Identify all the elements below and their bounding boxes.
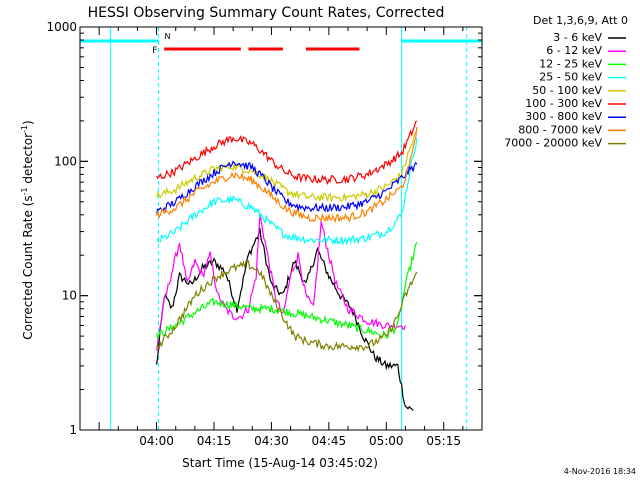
y-tick-label: 10 <box>62 289 77 303</box>
series-line <box>156 126 418 224</box>
timestamp: 4-Nov-2016 18:34 <box>564 467 636 476</box>
flare-bars: F <box>152 46 360 56</box>
series-line <box>156 259 418 353</box>
y-axis: 1 10 100 1000 <box>46 20 482 437</box>
night-intervals: N <box>80 27 482 430</box>
chart-title: HESSI Observing Summary Count Rates, Cor… <box>88 5 445 21</box>
series-lines <box>156 120 418 411</box>
legend-entry-label: 12 - 25 keV <box>539 57 602 70</box>
series-line <box>156 137 418 246</box>
y-tick-label: 1 <box>69 423 77 437</box>
series-line <box>156 160 418 214</box>
x-tick-label: 04:30 <box>254 434 289 448</box>
legend-entry-label: 25 - 50 keV <box>539 71 602 84</box>
legend-entry-label: 7000 - 20000 keV <box>504 137 602 150</box>
x-tick-label: 05:15 <box>426 434 461 448</box>
legend-entry-label: 3 - 6 keV <box>553 31 602 44</box>
series-line <box>156 120 418 185</box>
series-line <box>156 130 418 203</box>
x-tick-label: 04:15 <box>197 434 232 448</box>
x-tick-label: 04:45 <box>312 434 347 448</box>
plot-frame <box>79 26 483 431</box>
legend-title: Det 1,3,6,9, Att 0 <box>533 14 628 27</box>
x-axis-label: Start Time (15-Aug-14 03:45:02) <box>182 456 378 470</box>
x-tick-label: 05:00 <box>369 434 404 448</box>
y-tick-label: 1000 <box>46 20 77 34</box>
legend-entry-label: 100 - 300 keV <box>525 97 602 110</box>
x-tick-label: 04:00 <box>139 434 174 448</box>
y-tick-label: 100 <box>54 154 77 168</box>
flare-flag-label: F <box>152 46 157 56</box>
legend-entry-label: 800 - 7000 keV <box>518 123 602 136</box>
legend-entry-label: 300 - 800 keV <box>525 110 602 123</box>
legend-entry-label: 50 - 100 keV <box>532 84 602 97</box>
legend-entry-label: 6 - 12 keV <box>546 44 602 57</box>
y-axis-label: Corrected Count Rate (s-1 detector-1) <box>20 120 35 339</box>
x-axis: 04:00 04:15 04:30 04:45 05:00 05:15 <box>98 27 464 448</box>
series-line <box>156 241 418 339</box>
night-flag-label: N <box>164 32 170 41</box>
